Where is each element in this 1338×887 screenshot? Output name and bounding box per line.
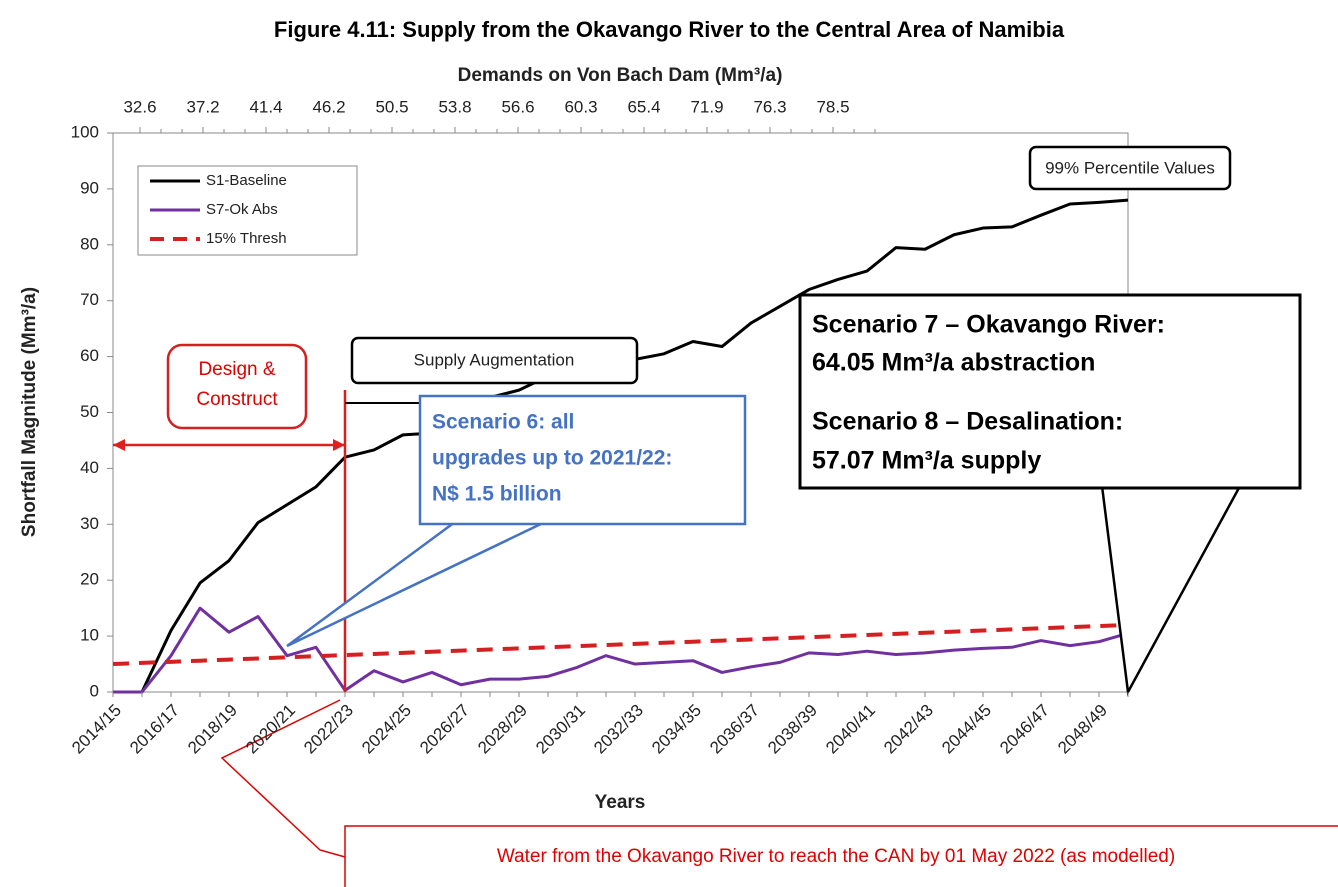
y-tick-label: 100 xyxy=(71,122,99,141)
top-tick-label: 37.2 xyxy=(186,97,219,116)
legend-label: S1-Baseline xyxy=(206,172,287,189)
scenario7-label: Scenario 7 – Okavango River: xyxy=(812,311,1165,339)
can-box xyxy=(344,825,1338,887)
x-tick-label: 2040/41 xyxy=(822,701,879,758)
x-tick-label: 2028/29 xyxy=(474,701,531,758)
top-tick-label: 53.8 xyxy=(438,97,471,116)
scenario7-label: 64.05 Mm³/a abstraction xyxy=(812,349,1095,377)
supply-label: Supply Augmentation xyxy=(414,350,575,369)
percentile-box xyxy=(1028,145,1232,191)
y-tick-label: 10 xyxy=(80,626,99,645)
can-label: Water from the Okavango River to reach t… xyxy=(497,846,1175,867)
x-tick-label: 2026/27 xyxy=(416,701,473,758)
y-tick-label: 90 xyxy=(80,178,99,197)
top-tick-label: 41.4 xyxy=(249,97,282,116)
scenario7-pointer xyxy=(1100,485,1242,697)
y-tick-label: 60 xyxy=(80,346,99,365)
x-tick-label: 2014/15 xyxy=(68,701,125,758)
x-tick-label: 2022/23 xyxy=(300,701,357,758)
x-tick-label: 2048/49 xyxy=(1054,701,1111,758)
chart-title: Figure 4.11: Supply from the Okavango Ri… xyxy=(274,17,1065,42)
y-tick-label: 40 xyxy=(80,458,99,477)
top-tick-label: 71.9 xyxy=(690,97,723,116)
top-tick-label: 65.4 xyxy=(627,97,660,116)
arrow-head xyxy=(113,439,125,451)
y-tick-label: 20 xyxy=(80,570,99,589)
x-tick-label: 2042/43 xyxy=(880,701,937,758)
design-label: Construct xyxy=(196,389,278,410)
x-tick-label: 2016/17 xyxy=(126,701,183,758)
top-tick-label: 50.5 xyxy=(375,97,408,116)
x-tick-label: 2034/35 xyxy=(648,701,705,758)
scenario7-box xyxy=(798,293,1302,490)
scenario8-label: Scenario 8 – Desalination: xyxy=(812,408,1123,436)
top-axis-label: Demands on Von Bach Dam (Mm³/a) xyxy=(458,65,783,86)
top-tick-label: 60.3 xyxy=(564,97,597,116)
can-pointer xyxy=(220,699,346,858)
x-tick-label: 2020/21 xyxy=(242,701,299,758)
legend-label: 15% Thresh xyxy=(206,230,287,247)
scenario6-label: N$ 1.5 billion xyxy=(432,483,562,506)
x-tick-label: 2046/47 xyxy=(996,701,1053,758)
series-line xyxy=(112,622,1129,667)
y-tick-label: 80 xyxy=(80,234,99,253)
top-tick-label: 32.6 xyxy=(123,97,156,116)
top-tick-label: 78.5 xyxy=(816,97,849,116)
y-axis-label: Shortfall Magnitude (Mm³/a) xyxy=(19,287,40,537)
scenario6-pointer xyxy=(286,520,546,648)
y-tick-label: 0 xyxy=(90,681,99,700)
percentile-label: 99% Percentile Values xyxy=(1045,158,1215,177)
y-tick-label: 30 xyxy=(80,514,99,533)
x-tick-label: 2032/33 xyxy=(590,701,647,758)
top-tick-label: 76.3 xyxy=(753,97,786,116)
top-tick-label: 46.2 xyxy=(312,97,345,116)
top-tick-label: 56.6 xyxy=(501,97,534,116)
arrow-head xyxy=(333,439,345,451)
design-label: Design & xyxy=(198,359,275,380)
supply-box xyxy=(350,336,639,385)
x-axis-label: Years xyxy=(595,792,646,813)
y-tick-label: 70 xyxy=(80,290,99,309)
x-tick-label: 2036/37 xyxy=(706,701,763,758)
scenario8-label: 57.07 Mm³/a supply xyxy=(812,447,1041,475)
scenario6-label: Scenario 6: all xyxy=(432,411,574,434)
scenario6-box xyxy=(418,394,747,526)
y-tick-label: 50 xyxy=(80,402,99,421)
legend-label: S7-Ok Abs xyxy=(206,201,278,218)
design-box xyxy=(166,343,308,430)
x-tick-label: 2030/31 xyxy=(532,701,589,758)
x-tick-label: 2018/19 xyxy=(184,701,241,758)
x-tick-label: 2044/45 xyxy=(938,701,995,758)
x-tick-label: 2024/25 xyxy=(358,701,415,758)
series-line xyxy=(113,606,1129,694)
scenario6-label: upgrades up to 2021/22: xyxy=(432,447,672,470)
x-tick-label: 2038/39 xyxy=(764,701,821,758)
